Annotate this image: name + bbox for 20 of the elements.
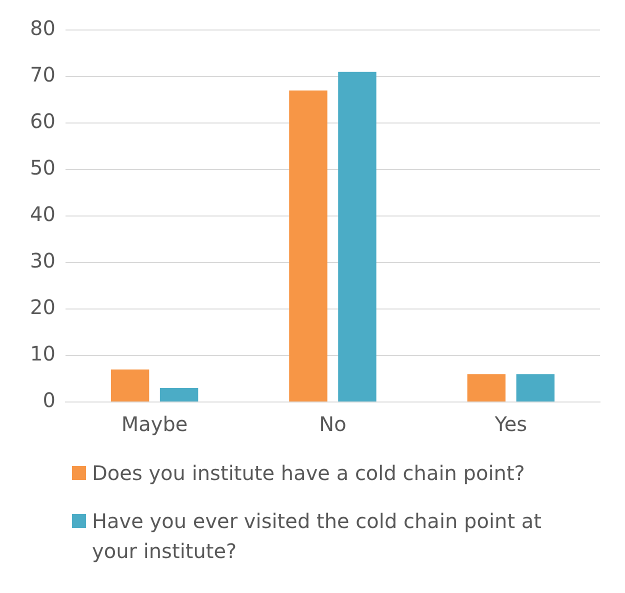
bar — [160, 388, 198, 402]
bar — [110, 369, 150, 402]
bar — [338, 72, 376, 402]
y-tick-label: 70 — [30, 62, 56, 87]
y-tick-label: 80 — [30, 16, 56, 40]
bar — [467, 374, 506, 402]
bar — [289, 90, 328, 402]
x-tick-label: Maybe — [121, 412, 188, 436]
y-tick-label: 40 — [30, 202, 56, 226]
legend-label: Have you ever visited the cold chain point at your institute? — [92, 508, 542, 565]
x-tick-label: No — [319, 412, 346, 436]
y-tick-label: 60 — [30, 109, 56, 134]
bar — [516, 374, 555, 402]
y-tick-label: 30 — [30, 248, 56, 273]
y-tick-label: 10 — [30, 342, 56, 366]
y-tick-label: 50 — [30, 156, 56, 180]
y-tick-label: 20 — [30, 295, 56, 320]
legend-label: Does you institute have a cold chain point? — [92, 460, 525, 487]
x-tick-label: Yes — [494, 412, 528, 436]
y-tick-label: 0 — [42, 388, 56, 412]
